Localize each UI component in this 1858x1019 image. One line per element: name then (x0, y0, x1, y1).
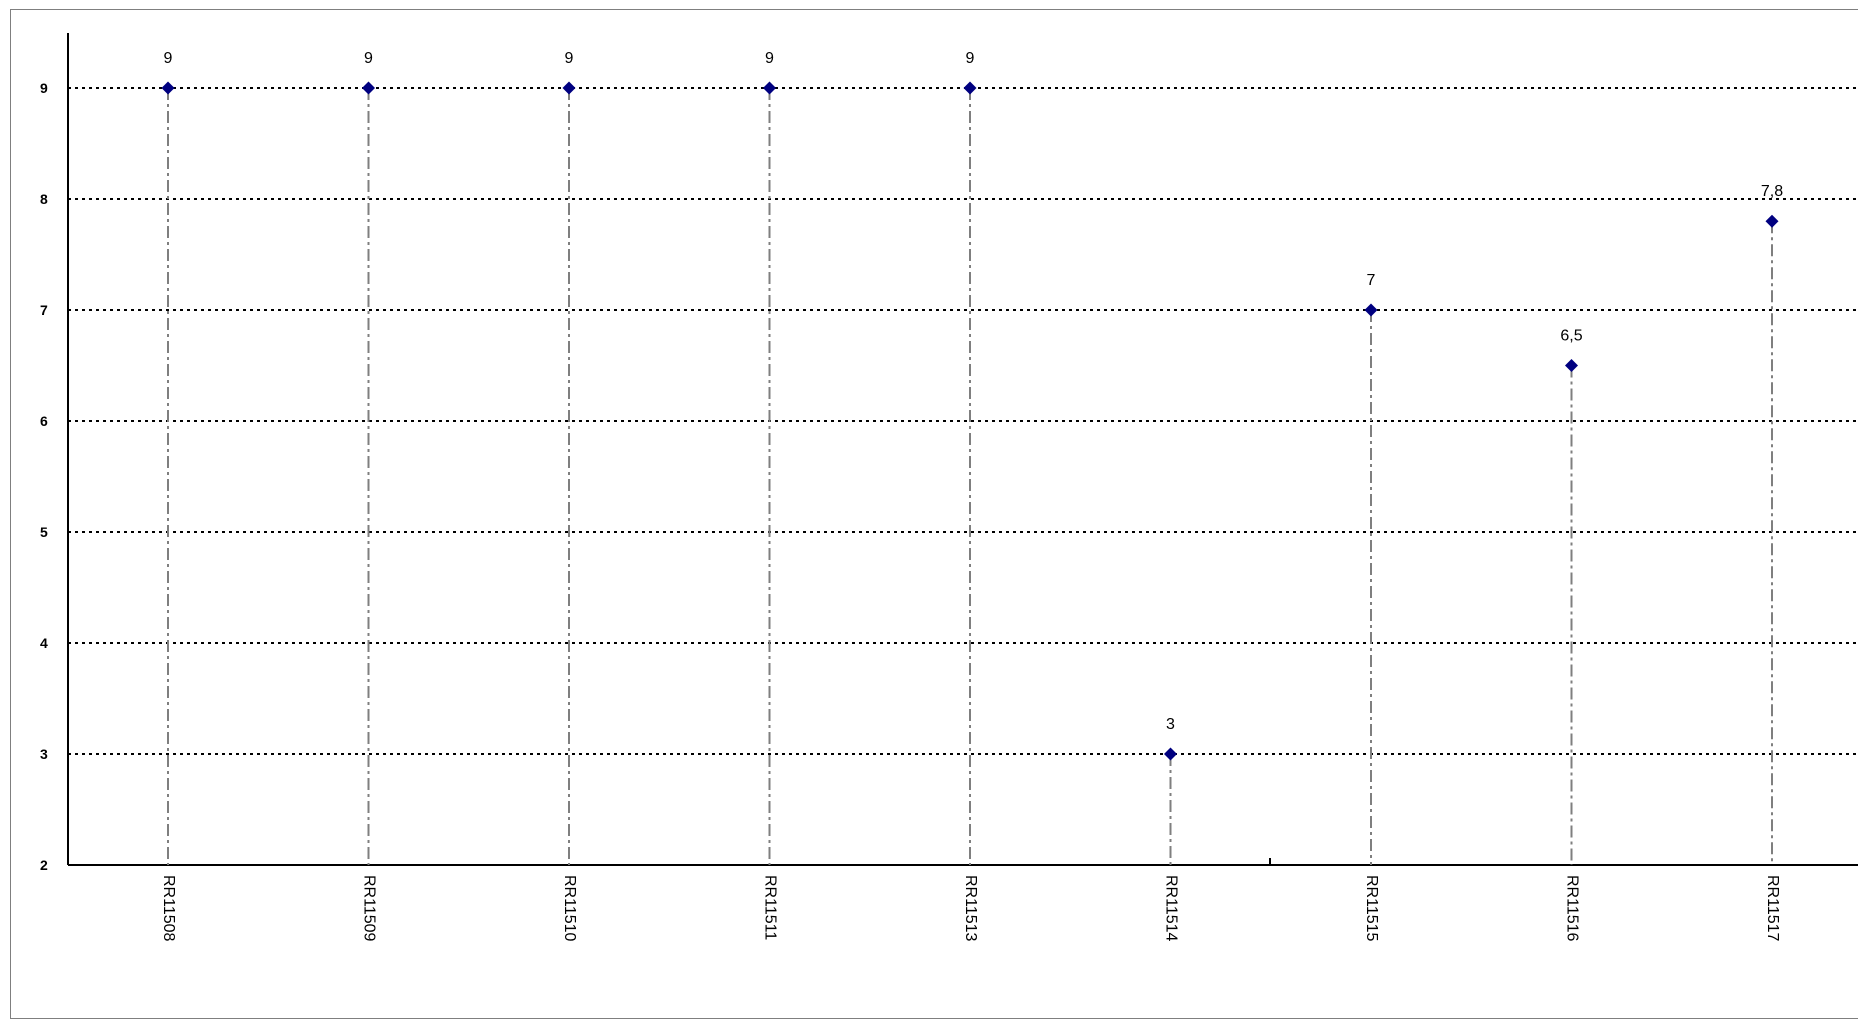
x-tick-label: RR11514 (1162, 875, 1179, 942)
x-tick-label: RR11517 (1764, 875, 1781, 942)
y-tick-label: 3 (40, 746, 48, 762)
x-tick-label: RR11508 (160, 875, 177, 942)
x-tick-label: RR11511 (761, 875, 778, 940)
data-point (362, 81, 375, 95)
x-tick-label: RR11509 (360, 875, 377, 942)
y-tick-label: 2 (40, 857, 48, 873)
data-label: 7,8 (1761, 183, 1783, 200)
y-tick-label: 9 (40, 80, 48, 96)
data-point (1565, 359, 1578, 372)
x-tick-label: RR11513 (962, 875, 979, 942)
y-tick-label: 5 (40, 524, 48, 540)
x-tick-label: RR11516 (1563, 875, 1580, 942)
data-label: 7 (1367, 272, 1376, 289)
data-point (562, 81, 576, 95)
x-tick-label: RR11510 (561, 875, 578, 942)
y-tick-label: 7 (40, 302, 48, 318)
x-tick-label: RR11515 (1363, 875, 1380, 942)
data-label: 3 (1166, 716, 1175, 733)
data-label: 6,5 (1560, 328, 1582, 345)
data-point (963, 81, 977, 95)
y-tick-label: 4 (40, 635, 48, 651)
data-point (1164, 747, 1177, 761)
data-label: 9 (765, 50, 774, 67)
y-tick-label: 6 (40, 413, 48, 429)
data-point (763, 81, 776, 95)
data-point (1765, 214, 1779, 228)
data-label: 9 (364, 50, 373, 67)
data-point (161, 81, 175, 95)
data-point (1364, 303, 1378, 317)
data-label: 9 (164, 50, 173, 67)
data-label: 9 (966, 50, 975, 67)
y-tick-label: 8 (40, 191, 48, 207)
data-label: 9 (565, 50, 574, 67)
